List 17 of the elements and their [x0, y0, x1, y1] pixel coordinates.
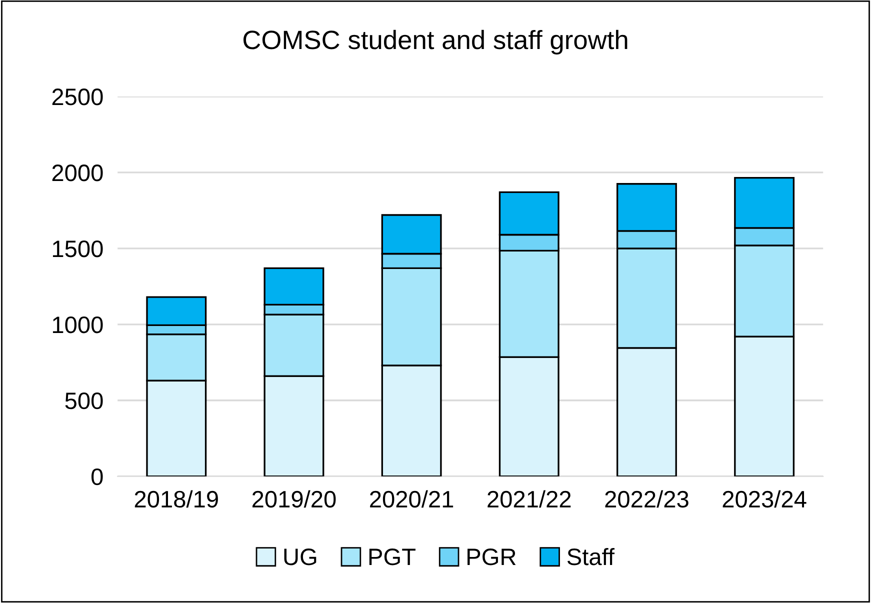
- y-tick-label: 0: [91, 468, 103, 486]
- x-tick-label: 2022/23: [605, 490, 688, 508]
- chart-title: COMSC student and staff growth: [243, 30, 628, 55]
- y-tick-label: 500: [65, 392, 103, 410]
- legend-label: UG: [284, 548, 316, 566]
- legend-label: PGT: [369, 548, 416, 566]
- x-tick-label: 2021/22: [488, 490, 571, 508]
- legend-label: Staff: [567, 548, 615, 566]
- y-tick-label: 1000: [52, 316, 103, 334]
- x-tick-label: 2023/24: [722, 490, 806, 508]
- x-tick-label: 2018/19: [134, 490, 218, 508]
- y-tick-label: 2500: [52, 88, 103, 106]
- legend-label: PGR: [468, 548, 516, 566]
- y-tick-label: 2000: [52, 164, 103, 182]
- y-tick-label: 1500: [52, 240, 103, 258]
- x-tick-label: 2019/20: [252, 490, 336, 508]
- x-tick-label: 2020/21: [370, 490, 454, 508]
